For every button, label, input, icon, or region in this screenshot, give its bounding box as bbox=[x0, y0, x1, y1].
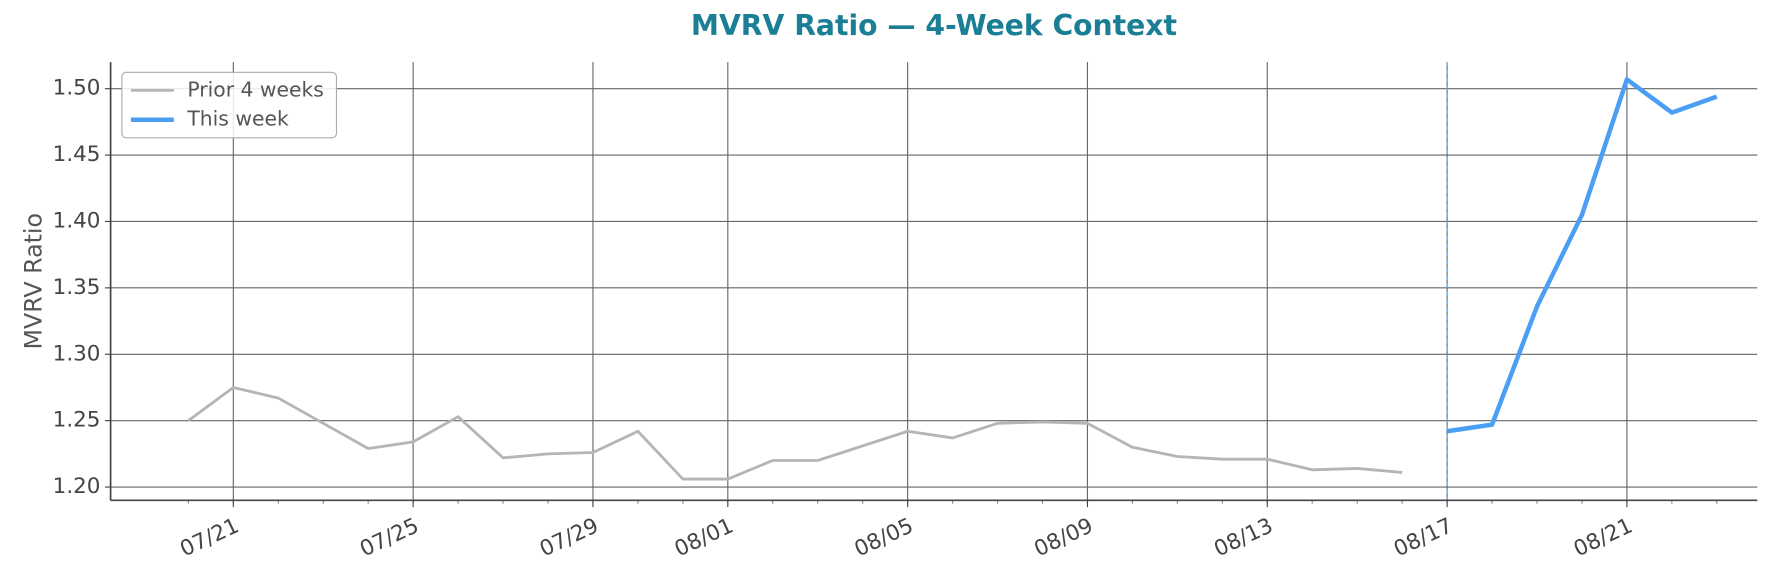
y-tick-label: 1.25 bbox=[53, 408, 101, 433]
y-tick-label: 1.30 bbox=[53, 341, 101, 366]
y-tick-label: 1.20 bbox=[53, 474, 101, 499]
x-tick-label: 08/17 bbox=[1390, 513, 1457, 562]
y-tick-label: 1.35 bbox=[53, 275, 101, 300]
y-tick-label: 1.50 bbox=[53, 76, 101, 101]
x-tick-label: 08/05 bbox=[851, 513, 918, 562]
chart-title: MVRV Ratio — 4-Week Context bbox=[691, 9, 1177, 42]
legend-label: Prior 4 weeks bbox=[187, 77, 323, 101]
y-tick-label: 1.45 bbox=[53, 142, 101, 167]
legend-box bbox=[121, 71, 338, 139]
x-tick-label: 08/09 bbox=[1030, 513, 1097, 562]
x-tick-label: 07/21 bbox=[176, 513, 243, 562]
y-axis-label: MVRV Ratio bbox=[19, 213, 47, 349]
x-tick-label: 07/29 bbox=[536, 513, 603, 562]
x-tick-label: 07/25 bbox=[356, 513, 423, 562]
series-line bbox=[1446, 77, 1718, 434]
series-line bbox=[187, 386, 1403, 481]
y-tick-label: 1.40 bbox=[53, 208, 101, 233]
legend-label: This week bbox=[186, 107, 289, 131]
x-tick-label: 08/21 bbox=[1570, 513, 1637, 562]
x-tick-label: 08/13 bbox=[1210, 513, 1277, 562]
x-tick-label: 08/01 bbox=[671, 513, 738, 562]
